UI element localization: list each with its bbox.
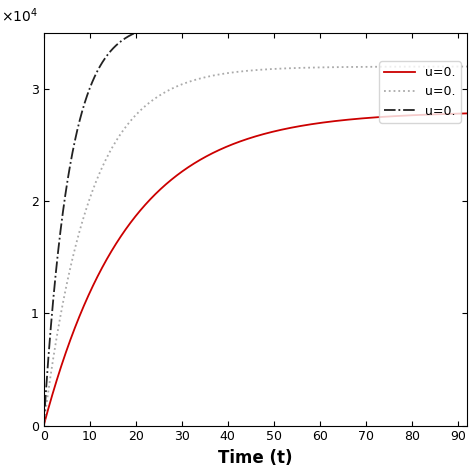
u=0. <box>464 64 470 69</box>
u=0. <box>464 19 470 25</box>
u=0. <box>114 239 120 245</box>
u=0. <box>221 145 227 151</box>
u=0. <box>41 423 46 428</box>
u=0. <box>410 19 416 25</box>
u=0. <box>89 285 95 291</box>
Line: u=0.: u=0. <box>44 113 467 426</box>
u=0. <box>456 64 462 69</box>
u=0. <box>89 190 95 195</box>
Line: u=0.: u=0. <box>44 66 467 426</box>
u=0. <box>114 42 120 47</box>
Legend: u=0., u=0., u=0.: u=0., u=0., u=0. <box>379 61 461 122</box>
u=0. <box>221 71 227 76</box>
Line: u=0.: u=0. <box>44 22 467 426</box>
u=0. <box>89 80 95 86</box>
u=0. <box>203 154 209 159</box>
u=0. <box>221 19 227 25</box>
u=0. <box>410 64 416 70</box>
u=0. <box>456 19 462 25</box>
u=0. <box>114 137 120 142</box>
u=0. <box>203 19 209 25</box>
u=0. <box>41 423 46 428</box>
u=0. <box>410 112 416 118</box>
u=0. <box>41 423 46 428</box>
u=0. <box>456 111 462 117</box>
Text: $\times 10^4$: $\times 10^4$ <box>1 6 38 25</box>
u=0. <box>203 74 209 80</box>
X-axis label: Time (t): Time (t) <box>218 449 292 467</box>
u=0. <box>464 110 470 116</box>
